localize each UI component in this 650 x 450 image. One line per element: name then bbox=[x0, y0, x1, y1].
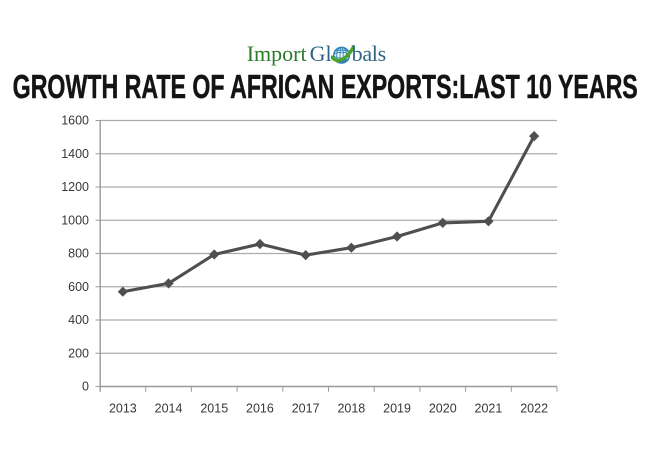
svg-text:2013: 2013 bbox=[109, 402, 137, 416]
svg-text:2015: 2015 bbox=[200, 402, 228, 416]
svg-text:600: 600 bbox=[68, 280, 89, 294]
svg-text:200: 200 bbox=[68, 346, 89, 360]
svg-text:2014: 2014 bbox=[155, 402, 183, 416]
svg-text:0: 0 bbox=[82, 380, 89, 394]
svg-text:1400: 1400 bbox=[61, 147, 89, 161]
svg-text:2017: 2017 bbox=[292, 402, 320, 416]
svg-text:2016: 2016 bbox=[246, 402, 274, 416]
svg-text:2019: 2019 bbox=[383, 402, 411, 416]
svg-text:2021: 2021 bbox=[475, 402, 503, 416]
svg-text:1000: 1000 bbox=[61, 213, 89, 227]
svg-text:1200: 1200 bbox=[61, 180, 89, 194]
svg-text:2020: 2020 bbox=[429, 402, 457, 416]
svg-text:1600: 1600 bbox=[61, 114, 89, 128]
svg-text:800: 800 bbox=[68, 247, 89, 261]
svg-text:400: 400 bbox=[68, 313, 89, 327]
svg-text:2018: 2018 bbox=[337, 402, 365, 416]
svg-text:2022: 2022 bbox=[520, 402, 548, 416]
